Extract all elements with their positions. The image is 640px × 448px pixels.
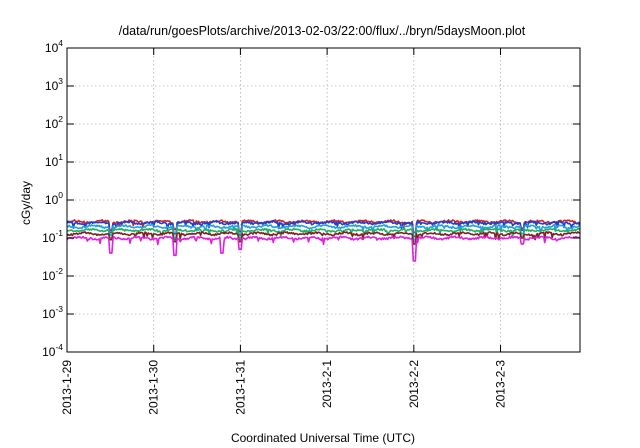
y-tick-label: 103 [45,76,63,93]
series-line [66,220,581,238]
series-group [66,219,581,262]
y-tick-label: 10-1 [42,228,63,245]
grid [66,47,580,353]
x-tick-label: 2013-2-3 [494,360,508,408]
x-tick-label: 2013-1-29 [60,360,74,415]
y-tick-label: 101 [45,152,63,169]
series-line [66,224,581,241]
y-tick-label: 10-4 [42,342,63,359]
x-tick-label: 2013-2-2 [407,360,421,408]
x-tick-label: 2013-1-30 [147,360,161,415]
y-axis-label: cGy/day [19,181,33,225]
y-tick-label: 100 [45,190,63,207]
y-tick-label: 102 [45,114,63,131]
plot-frame [66,47,581,353]
series-line [66,235,581,262]
chart-title: /data/run/goesPlots/archive/2013-02-03/2… [119,24,526,38]
y-tick-label: 10-3 [42,304,63,321]
y-tick-label: 104 [45,38,63,55]
x-tick-label: 2013-2-1 [320,360,334,408]
axis-ticks: 10-4 10-3 10-2 10-1 100 101 102 103 104 2013-1-29… [42,38,580,415]
series-line [66,227,581,243]
x-axis-label: Coordinated Universal Time (UTC) [231,431,415,445]
y-tick-label: 10-2 [42,266,63,283]
x-tick-label: 2013-1-31 [233,360,247,415]
